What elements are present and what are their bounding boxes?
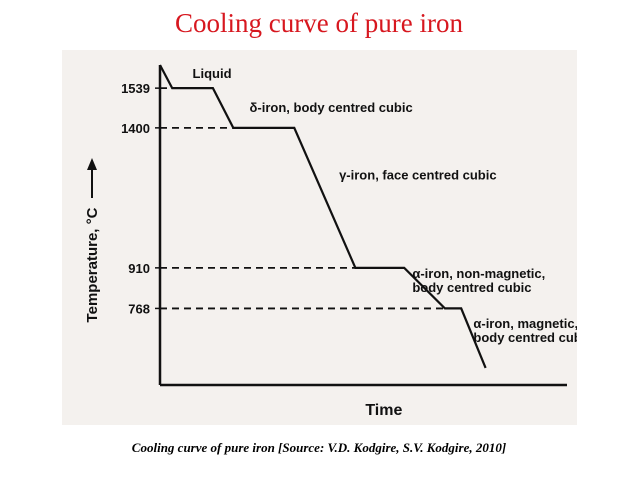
phase-label: body centred cubic: [473, 330, 577, 345]
figure-caption: Cooling curve of pure iron [Source: V.D.…: [131, 440, 507, 455]
x-axis-label: Time: [365, 402, 402, 419]
phase-label: α-iron, non-magnetic,: [412, 266, 545, 281]
phase-label: α-iron, magnetic,: [473, 316, 577, 331]
cooling-curve-chart: 1539 1400 910 768 Liquid δ-iron, body centre…: [84, 64, 577, 419]
curve-layer: [159, 64, 487, 369]
axis-labels: Time Temperature, °C: [84, 158, 402, 419]
y-axis-label: Temperature, °C: [84, 207, 101, 322]
y-tick-label: 910: [128, 261, 150, 276]
y-tick-label: 768: [128, 301, 150, 316]
y-axis-arrow-head: [87, 158, 97, 170]
slide-title: Cooling curve of pure iron: [175, 8, 463, 38]
axes: [158, 65, 567, 387]
phase-labels: Liquid δ-iron, body centred cubic γ-iron, …: [193, 66, 577, 345]
y-tick-labels: 1539 1400 910 768: [121, 81, 160, 316]
phase-label: δ-iron, body centred cubic: [250, 100, 413, 115]
y-tick-label: 1539: [121, 81, 150, 96]
reference-lines: [160, 87, 445, 310]
phase-label: γ-iron, face centred cubic: [339, 167, 497, 182]
y-tick-label: 1400: [121, 121, 150, 136]
phase-label: body centred cubic: [412, 280, 531, 295]
phase-label: Liquid: [193, 66, 232, 81]
cooling-curve-line: [159, 64, 487, 369]
cooling-curve-figure: 1539 1400 910 768 Liquid δ-iron, body centre…: [62, 50, 577, 425]
